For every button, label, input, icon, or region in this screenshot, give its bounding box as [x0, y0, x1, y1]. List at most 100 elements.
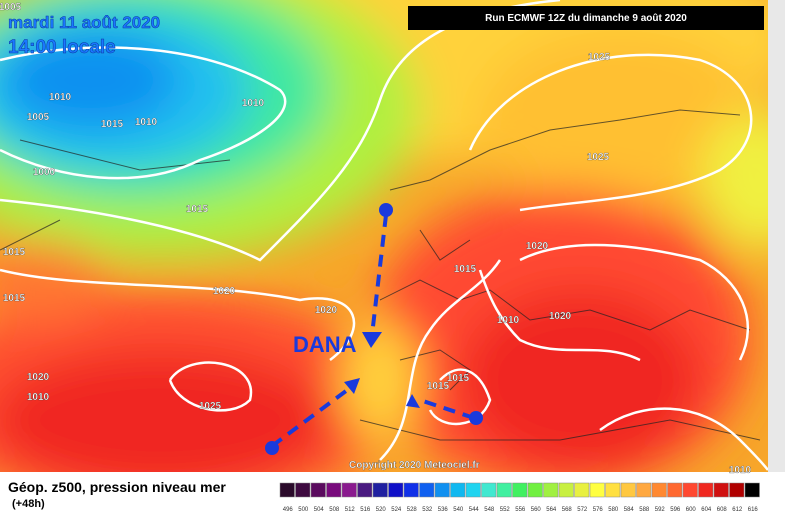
- colorbar: 496 500 504 508 512 516 520 524 528 532 536 540 544 5…: [279, 482, 760, 513]
- legend-title: Géop. z500, pression niveau mer: [8, 479, 226, 495]
- isobar-label: 1015: [447, 373, 470, 384]
- colorbar-swatch: [574, 482, 590, 498]
- colorbar-swatch: [326, 482, 342, 498]
- dana-label: DANA: [293, 332, 357, 357]
- colorbar-label: 536: [438, 507, 449, 513]
- colorbar-swatch: [496, 482, 512, 498]
- colorbar-label: 572: [577, 507, 588, 513]
- colorbar-label: 612: [732, 507, 743, 513]
- colorbar-swatch: [481, 482, 497, 498]
- isobar-label: 1010: [242, 98, 265, 109]
- colorbar-swatch: [543, 482, 559, 498]
- colorbar-label: 600: [686, 507, 697, 513]
- colorbar-label: 592: [655, 507, 666, 513]
- colorbar-swatch: [419, 482, 435, 498]
- colorbar-label: 516: [360, 507, 371, 513]
- colorbar-swatch: [341, 482, 357, 498]
- colorbar-label: 500: [298, 507, 309, 513]
- date-label: mardi 11 août 2020: [8, 13, 160, 32]
- colorbar-label: 508: [329, 507, 340, 513]
- colorbar-swatch: [558, 482, 574, 498]
- run-box: [408, 6, 764, 30]
- run-label: Run ECMWF 12Z du dimanche 9 août 2020: [485, 13, 687, 24]
- isobar-label: 1015: [3, 293, 26, 304]
- isobar-label: 1015: [186, 204, 209, 215]
- isobar-label: 1010: [729, 465, 752, 476]
- colorbar-swatch: [744, 482, 760, 498]
- colorbar-label: 596: [670, 507, 681, 513]
- isobar-label: 1025: [199, 401, 222, 412]
- colorbar-swatch: [310, 482, 326, 498]
- colorbar-swatch: [527, 482, 543, 498]
- colorbar-swatch: [713, 482, 729, 498]
- isobar-label: 1000: [33, 167, 56, 178]
- colorbar-label: 496: [283, 507, 294, 513]
- scrollbar: [768, 0, 785, 472]
- isobar-label: 1015: [427, 381, 450, 392]
- colorbar-label: 548: [484, 507, 495, 513]
- colorbar-swatch: [279, 482, 295, 498]
- colorbar-swatch: [512, 482, 528, 498]
- colorbar-swatch: [605, 482, 621, 498]
- colorbar-label: 528: [407, 507, 418, 513]
- isobar-label: 1020: [213, 286, 236, 297]
- colorbar-label: 520: [376, 507, 387, 513]
- colorbar-swatch: [698, 482, 714, 498]
- colorbar-label: 608: [717, 507, 728, 513]
- colorbar-label: 524: [391, 507, 402, 513]
- colorbar-swatch: [295, 482, 311, 498]
- colorbar-label: 556: [515, 507, 526, 513]
- isobar-labels: 1005 1010 1005 1015 1010 1010 1000 1015 1025 1025…: [0, 2, 752, 476]
- isobar-label: 1020: [526, 241, 549, 252]
- colorbar-label: 580: [608, 507, 619, 513]
- isobar-label: 1015: [454, 264, 477, 275]
- colorbar-swatch: [589, 482, 605, 498]
- isobar-label: 1025: [587, 152, 610, 163]
- colorbar-label: 564: [546, 507, 557, 513]
- colorbar-label: 504: [314, 507, 325, 513]
- isobar-label: 1020: [315, 305, 338, 316]
- colorbar-swatch: [403, 482, 419, 498]
- copyright: Copyright 2020 Meteociel.fr: [349, 460, 480, 471]
- colorbar-label: 560: [531, 507, 542, 513]
- isobar-label: 1010: [135, 117, 158, 128]
- colorbar-swatch: [372, 482, 388, 498]
- isobar-label: 1020: [549, 311, 572, 322]
- time-label: 14:00 locale: [8, 37, 116, 58]
- isobar-label: 1005: [0, 2, 22, 13]
- colorbar-label: 616: [748, 507, 759, 513]
- colorbar-swatch: [450, 482, 466, 498]
- colorbar-swatch: [388, 482, 404, 498]
- colorbar-swatch: [357, 482, 373, 498]
- colorbar-label: 544: [469, 507, 480, 513]
- isobar-label: 1010: [27, 392, 50, 403]
- colorbar-label: 540: [453, 507, 464, 513]
- colorbar-label: 584: [624, 507, 635, 513]
- colorbar-label: 604: [701, 507, 712, 513]
- colorbar-swatch: [729, 482, 745, 498]
- colorbar-swatch: [434, 482, 450, 498]
- legend-lead: (+48h): [12, 498, 45, 510]
- isobar-label: 1010: [49, 92, 72, 103]
- colorbar-swatch: [620, 482, 636, 498]
- colorbar-swatch: [667, 482, 683, 498]
- isobar-label: 1025: [588, 52, 611, 63]
- colorbar-label: 512: [345, 507, 356, 513]
- isobar-label: 1020: [27, 372, 50, 383]
- colorbar-label: 588: [639, 507, 650, 513]
- colorbar-swatch: [636, 482, 652, 498]
- colorbar-swatch: [465, 482, 481, 498]
- isobar-label: 1005: [27, 112, 50, 123]
- colorbar-label: 552: [500, 507, 511, 513]
- colorbar-swatch: [682, 482, 698, 498]
- colorbar-label: 568: [562, 507, 573, 513]
- isobar-label: 1010: [497, 315, 520, 326]
- isobar-label: 1015: [101, 119, 124, 130]
- colorbar-label: 576: [593, 507, 604, 513]
- isobar-label: 1015: [3, 247, 26, 258]
- colorbar-swatch: [651, 482, 667, 498]
- colorbar-label: 532: [422, 507, 433, 513]
